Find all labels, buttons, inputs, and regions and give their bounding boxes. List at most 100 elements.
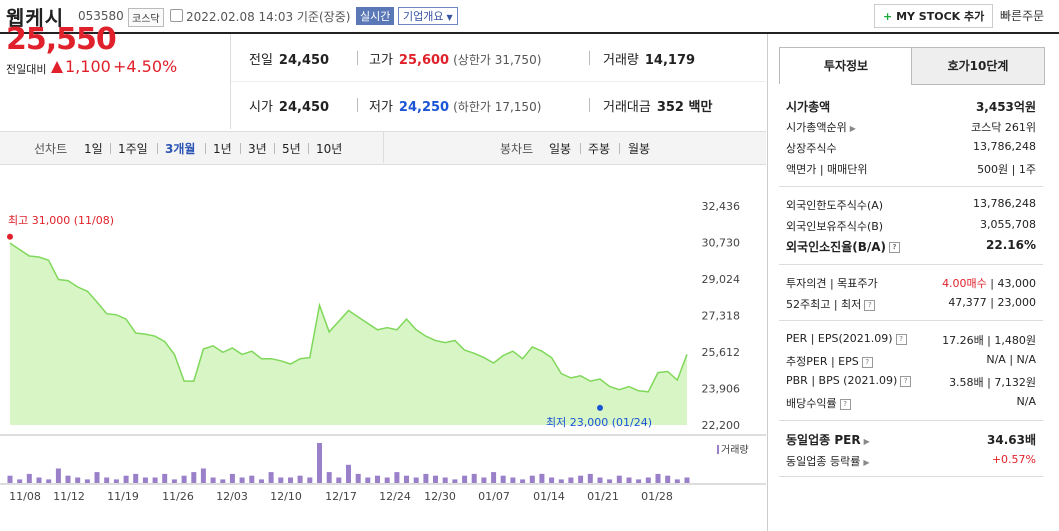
price-area-fill <box>10 243 687 425</box>
volume-bar <box>433 475 438 483</box>
stock-code: 053580 <box>78 9 124 23</box>
info-market-cap-rank[interactable]: 시가총액순위 ▶ 코스닥 261위 <box>786 121 1036 134</box>
volume-bar <box>326 472 332 483</box>
volume-bar <box>239 477 245 483</box>
volume-bar <box>665 475 671 483</box>
info-foreign-ratio: 외국인소진율(B/A)? 22.16% <box>786 238 1036 254</box>
change-amount: 1,100 <box>65 57 111 76</box>
timestamp: 2022.02.08 14:03 기준(장중) <box>186 10 351 24</box>
tab-orderbook[interactable]: 호가10단계 <box>911 47 1045 85</box>
plus-icon: + <box>883 10 893 23</box>
y-tick-label: 25,612 <box>702 346 741 359</box>
market-badge: 코스닥 <box>128 8 164 27</box>
info-market-cap: 시가총액 3,453억원 <box>786 100 1036 114</box>
tab-candle-week[interactable]: 주봉 <box>588 142 611 156</box>
tab-candle-month[interactable]: 월봉 <box>628 142 651 156</box>
tab-invest-info[interactable]: 투자정보 <box>779 47 913 84</box>
x-tick-label: 11/12 <box>53 490 85 503</box>
tab-period-5y[interactable]: 5년 <box>282 142 301 156</box>
volume-bar <box>616 475 622 483</box>
volume-bar <box>307 477 313 483</box>
stats-row-1: 전일 24,450 고가 25,600 (상한가 31,750) 거래량 14,179 <box>231 34 766 82</box>
x-tick-label: 01/14 <box>533 490 565 503</box>
x-tick-label: 12/17 <box>325 490 357 503</box>
tab-period-10y[interactable]: 10년 <box>316 142 343 156</box>
high-marker <box>7 233 13 240</box>
volume-bar <box>462 475 468 483</box>
low-annotation: 최저 23,000 (01/24) <box>546 416 652 429</box>
tab-candle-day[interactable]: 일봉 <box>549 142 572 156</box>
change-rate: +4.50% <box>113 57 178 76</box>
x-tick-label: 12/10 <box>270 490 302 503</box>
volume-bar <box>558 479 564 483</box>
info-industry-per[interactable]: 동일업종 PER ▶ 34.63배 <box>786 433 1036 447</box>
help-icon[interactable]: ? <box>864 299 876 311</box>
stock-name: 웹케시 <box>6 6 65 30</box>
volume-bar <box>346 464 351 483</box>
volume-bar <box>404 475 409 483</box>
volume-bar <box>288 477 293 483</box>
stock-header <box>0 0 1059 34</box>
info-opinion: 투자의견 | 목표주가 4.00매수 | 43,000 <box>786 277 1036 290</box>
quick-order-button[interactable]: 빠른주문 <box>1000 9 1045 23</box>
volume-bar <box>413 477 419 483</box>
volume-bar <box>491 472 497 483</box>
volume-bar <box>481 477 487 483</box>
y-tick-label: 27,318 <box>702 310 741 323</box>
volume-bar <box>104 477 110 483</box>
company-overview-label: 기업개요 <box>403 10 444 23</box>
company-overview-dropdown[interactable]: 기업개요 ▼ <box>398 7 458 25</box>
help-icon[interactable]: ? <box>861 356 873 368</box>
volume-bar <box>142 477 148 483</box>
volume-bar <box>626 477 632 483</box>
price-box <box>0 34 231 129</box>
x-tick-label: 11/19 <box>107 490 139 503</box>
line-chart-label: 선차트 <box>34 142 68 156</box>
volume-bar <box>684 477 690 483</box>
info-per: PER | EPS(2021.09)? 17.26배 | 1,480원 <box>786 332 1036 347</box>
volume-bar <box>171 479 177 483</box>
help-icon[interactable]: ? <box>895 333 907 345</box>
volume-bar <box>7 475 13 483</box>
volume-bar <box>674 479 680 483</box>
volume-bar <box>655 473 661 483</box>
tab-period-3y[interactable]: 3년 <box>248 142 267 156</box>
info-foreign-limit: 외국인한도주식수(A) 13,786,248 <box>786 197 1036 212</box>
volume-legend: 거래량 <box>721 444 749 456</box>
volume-bar <box>259 479 264 483</box>
tab-period-1d[interactable]: 1일 <box>84 142 103 156</box>
volume-bar <box>636 479 642 483</box>
trade-amount: 거래대금 352 백만 <box>603 100 713 115</box>
x-tick-label: 11/08 <box>9 490 41 503</box>
volume-bar <box>75 477 81 483</box>
chevron-right-icon: ▶ <box>863 458 870 467</box>
realtime-button[interactable]: 실시간 <box>356 7 395 25</box>
volume-bar <box>268 472 274 483</box>
help-icon[interactable]: ? <box>900 375 912 387</box>
help-icon[interactable]: ? <box>889 242 901 253</box>
x-tick-label: 01/07 <box>478 490 510 503</box>
info-industry-change[interactable]: 동일업종 등락률 ▶ +0.57% <box>786 453 1036 468</box>
help-icon[interactable]: ? <box>839 398 851 410</box>
volume-bar <box>297 475 303 483</box>
volume-bar <box>278 477 284 483</box>
y-tick-label: 32,436 <box>702 200 741 213</box>
tab-period-1w[interactable]: 1주일 <box>118 142 148 156</box>
volume-bar <box>539 473 545 483</box>
low-marker <box>597 404 603 411</box>
volume-bar <box>181 475 187 483</box>
volume-bar <box>578 475 584 483</box>
y-tick-label: 23,906 <box>702 383 741 396</box>
price-chart[interactable]: 32,436 30,730 29,024 27,318 25,612 23,906 22,2… <box>0 164 766 531</box>
x-tick-label: 12/24 <box>379 490 411 503</box>
volume-bar <box>17 479 23 483</box>
volume-bar <box>336 477 342 483</box>
tab-period-1y[interactable]: 1년 <box>213 142 232 156</box>
up-triangle-icon <box>51 61 63 73</box>
add-mystock-button[interactable]: + MY STOCK 추가 <box>874 4 994 28</box>
volume-bar <box>210 477 216 483</box>
add-mystock-label: MY STOCK 추가 <box>896 10 985 23</box>
volume-bar <box>500 475 506 483</box>
tab-period-3m[interactable]: 3개월 <box>165 142 196 156</box>
volume-bar <box>394 472 400 483</box>
